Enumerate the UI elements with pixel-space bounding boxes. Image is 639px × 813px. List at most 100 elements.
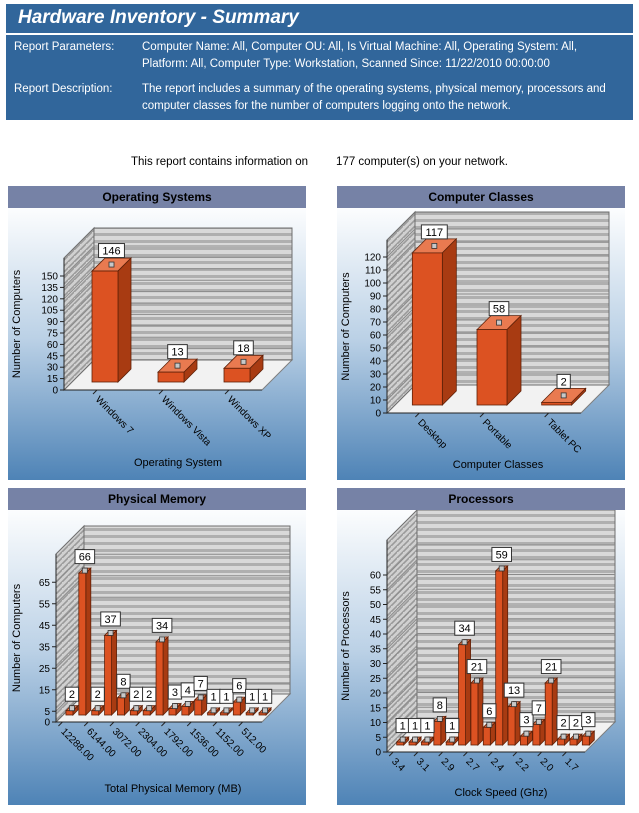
svg-text:7: 7 bbox=[198, 678, 204, 690]
svg-text:3: 3 bbox=[172, 687, 178, 699]
svg-text:7: 7 bbox=[536, 703, 542, 715]
svg-text:1: 1 bbox=[223, 691, 229, 703]
svg-text:2.9: 2.9 bbox=[439, 756, 457, 774]
svg-text:Operating System: Operating System bbox=[134, 457, 222, 469]
svg-text:2: 2 bbox=[561, 376, 567, 388]
svg-text:146: 146 bbox=[102, 246, 120, 258]
svg-text:10: 10 bbox=[370, 396, 382, 407]
svg-text:120: 120 bbox=[41, 294, 58, 305]
panel-processors: Processors 0 5 10 15 20 25 30 35 40 45 50 55 60 3.4 3.… bbox=[337, 488, 625, 805]
svg-text:135: 135 bbox=[41, 283, 58, 294]
svg-text:2: 2 bbox=[69, 689, 75, 701]
svg-text:6: 6 bbox=[236, 681, 242, 693]
svg-text:15: 15 bbox=[370, 703, 382, 714]
report-header: Hardware Inventory - Summary Report Para… bbox=[6, 4, 633, 120]
svg-text:4: 4 bbox=[185, 685, 191, 697]
svg-text:55: 55 bbox=[39, 599, 51, 610]
svg-text:Total Physical Memory (MB): Total Physical Memory (MB) bbox=[105, 783, 242, 795]
svg-text:65: 65 bbox=[39, 578, 51, 589]
svg-text:3: 3 bbox=[585, 715, 591, 727]
svg-text:2.7: 2.7 bbox=[463, 756, 481, 774]
svg-text:90: 90 bbox=[370, 292, 382, 303]
panel-operating-systems: Operating Systems 0 15 30 45 60 75 90 105 120 135… bbox=[8, 186, 306, 480]
svg-text:1: 1 bbox=[424, 721, 430, 733]
report-parameters-row: Report Parameters: Computer Name: All, C… bbox=[6, 35, 633, 77]
svg-text:105: 105 bbox=[41, 306, 58, 317]
svg-text:66: 66 bbox=[79, 552, 91, 564]
computer-classes-chart: 0 10 20 30 40 50 60 70 80 90 100 110 120 Desktop Porta… bbox=[337, 208, 625, 480]
svg-text:37: 37 bbox=[104, 614, 116, 626]
svg-text:1: 1 bbox=[400, 721, 406, 733]
svg-text:2: 2 bbox=[133, 689, 139, 701]
svg-text:Windows 7: Windows 7 bbox=[93, 394, 136, 437]
svg-text:2.0: 2.0 bbox=[538, 756, 556, 774]
svg-text:80: 80 bbox=[370, 305, 382, 316]
svg-text:45: 45 bbox=[370, 615, 382, 626]
svg-text:Number of Processors: Number of Processors bbox=[340, 591, 352, 701]
svg-text:55: 55 bbox=[370, 585, 382, 596]
svg-text:8: 8 bbox=[437, 700, 443, 712]
svg-text:15: 15 bbox=[47, 374, 59, 385]
panel-title-computer-classes: Computer Classes bbox=[337, 186, 625, 208]
svg-text:75: 75 bbox=[47, 329, 59, 340]
svg-text:Number of Computers: Number of Computers bbox=[11, 583, 23, 692]
svg-text:1: 1 bbox=[449, 721, 455, 733]
svg-text:50: 50 bbox=[370, 344, 382, 355]
svg-text:34: 34 bbox=[458, 623, 470, 635]
svg-text:25: 25 bbox=[370, 674, 382, 685]
svg-text:117: 117 bbox=[426, 227, 444, 239]
svg-text:5: 5 bbox=[375, 733, 381, 744]
svg-text:3.1: 3.1 bbox=[414, 756, 432, 774]
svg-text:6: 6 bbox=[486, 706, 492, 718]
svg-text:2.2: 2.2 bbox=[513, 756, 531, 774]
svg-text:40: 40 bbox=[370, 630, 382, 641]
svg-text:21: 21 bbox=[471, 662, 483, 674]
svg-text:100: 100 bbox=[364, 279, 381, 290]
panel-computer-classes: Computer Classes 0 10 20 30 40 50 60 70 80 90 100 1… bbox=[337, 186, 625, 480]
svg-text:21: 21 bbox=[545, 662, 557, 674]
report-parameters-value: Computer Name: All, Computer OU: All, Is… bbox=[142, 41, 578, 70]
svg-text:58: 58 bbox=[493, 304, 505, 316]
svg-text:1: 1 bbox=[249, 691, 255, 703]
svg-text:1: 1 bbox=[412, 721, 418, 733]
report-description-label: Report Description: bbox=[14, 83, 113, 96]
svg-text:1: 1 bbox=[211, 691, 217, 703]
svg-text:30: 30 bbox=[370, 370, 382, 381]
svg-text:2.4: 2.4 bbox=[488, 756, 506, 774]
svg-text:70: 70 bbox=[370, 318, 382, 329]
svg-text:2: 2 bbox=[95, 689, 101, 701]
svg-text:35: 35 bbox=[370, 644, 382, 655]
svg-text:1: 1 bbox=[262, 691, 268, 703]
svg-text:110: 110 bbox=[365, 266, 381, 277]
svg-text:Computer Classes: Computer Classes bbox=[453, 459, 544, 471]
svg-text:45: 45 bbox=[39, 621, 51, 632]
svg-text:15: 15 bbox=[39, 685, 51, 696]
svg-text:59: 59 bbox=[496, 549, 508, 561]
panel-title-physical-memory: Physical Memory bbox=[8, 488, 306, 510]
panel-title-processors: Processors bbox=[337, 488, 625, 510]
svg-text:3: 3 bbox=[523, 715, 529, 727]
svg-text:10: 10 bbox=[370, 718, 382, 729]
svg-text:0: 0 bbox=[52, 386, 58, 397]
svg-text:150: 150 bbox=[41, 272, 58, 283]
svg-text:2: 2 bbox=[561, 718, 567, 730]
svg-text:13: 13 bbox=[171, 347, 183, 359]
svg-text:20: 20 bbox=[370, 689, 382, 700]
svg-text:Windows Vista: Windows Vista bbox=[159, 394, 213, 448]
svg-text:2: 2 bbox=[573, 718, 579, 730]
svg-text:40: 40 bbox=[370, 357, 382, 368]
panel-title-operating-systems: Operating Systems bbox=[8, 186, 306, 208]
svg-text:Number of Computers: Number of Computers bbox=[11, 269, 23, 378]
svg-text:2: 2 bbox=[146, 689, 152, 701]
svg-text:120: 120 bbox=[364, 253, 381, 264]
svg-text:60: 60 bbox=[370, 331, 382, 342]
svg-text:25: 25 bbox=[39, 664, 51, 675]
svg-text:50: 50 bbox=[370, 600, 382, 611]
svg-text:20: 20 bbox=[370, 383, 382, 394]
svg-text:30: 30 bbox=[370, 659, 382, 670]
summary-count-text: 177 computer(s) on your network. bbox=[336, 156, 508, 168]
svg-text:Portable: Portable bbox=[480, 417, 514, 451]
report-parameters-label: Report Parameters: bbox=[14, 41, 115, 53]
